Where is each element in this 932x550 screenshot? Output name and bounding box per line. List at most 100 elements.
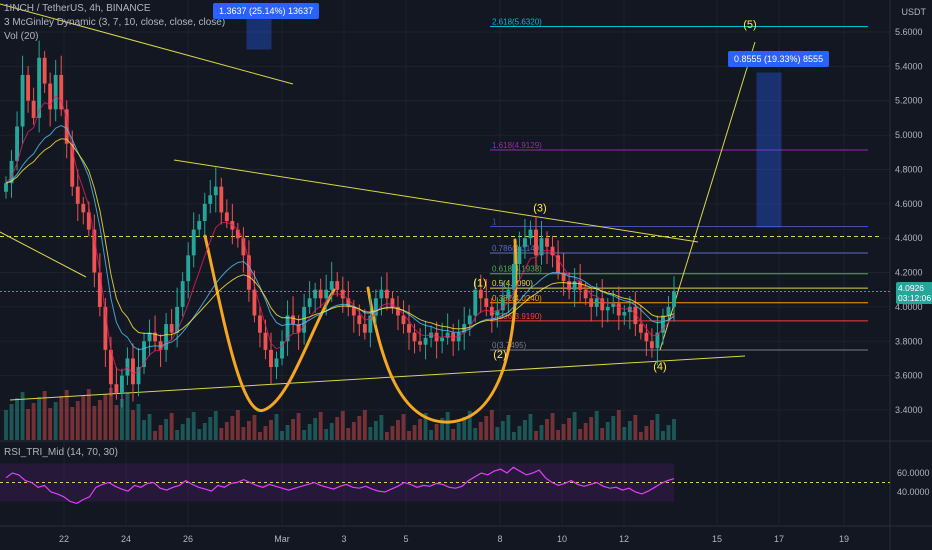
last-price-value: 4.0926 [898, 283, 924, 293]
volume-bar [500, 421, 505, 440]
volume-bar [269, 420, 273, 440]
candle-body [407, 324, 411, 333]
volume-bar [329, 423, 334, 440]
candle-body [567, 281, 572, 290]
candle-body [70, 143, 75, 187]
candle-body [594, 298, 599, 307]
time-tick-label: 24 [121, 534, 131, 544]
volume-bar [440, 418, 445, 440]
volume-bar [489, 410, 494, 440]
fib-label: 0.236(3.9190) [492, 312, 542, 321]
volume-bar [208, 417, 213, 440]
volume-legend[interactable]: Vol (20) [4, 31, 39, 42]
candle-body [661, 315, 665, 333]
volume-bar [86, 389, 91, 440]
volume-bar [572, 412, 577, 440]
wave-label: (4) [653, 361, 666, 373]
volume-bar [114, 405, 119, 440]
volume-bar [213, 411, 218, 440]
volume-bar [92, 406, 97, 440]
volume-bar [164, 419, 169, 440]
price-axis[interactable]: 5.6000 5.4000 5.2000 5.0000 4.8000 4.6000 4.40… [895, 27, 930, 497]
rsi-pane [0, 463, 890, 505]
volume-bar [97, 400, 102, 440]
volume-bar [539, 425, 544, 440]
rsi-legend[interactable]: RSI_TRI_Mid (14, 70, 30) [4, 447, 118, 458]
candle-body [335, 281, 340, 290]
volume-bar [59, 396, 64, 440]
fib-label: 0.382(4.0240) [492, 294, 542, 303]
rsi-tick-label: 40.0000 [897, 487, 930, 497]
last-price-tag: 4.0926 03:12:06 [896, 282, 932, 304]
candle-body [9, 160, 14, 184]
volume-bar [484, 416, 489, 440]
candle-body [418, 341, 422, 345]
fib-label: 0.786(4.3140) [492, 244, 542, 253]
candle-body [313, 289, 318, 299]
candle-body [186, 255, 191, 282]
candle-body [307, 298, 312, 307]
wave-label: (2) [493, 349, 506, 361]
candle-body [147, 332, 152, 342]
candle-body [456, 332, 461, 342]
candle-body [26, 74, 31, 101]
volume-bar [661, 431, 665, 440]
candle-body [523, 238, 527, 247]
candle-body [252, 289, 257, 316]
candle-body [572, 281, 577, 290]
symbol-legend[interactable]: 1INCH / TetherUS, 4h, BINANCE [4, 3, 151, 14]
volume-bar [324, 429, 329, 440]
candle-body [224, 212, 229, 221]
volume-bar [120, 399, 124, 440]
candle-body [108, 349, 113, 385]
measure-box-right[interactable]: 0.8555 (19.33%) 8555 [728, 51, 830, 67]
candle-body [484, 298, 489, 307]
candle-body [622, 312, 627, 316]
candle-body [384, 289, 389, 299]
volume-bar [672, 419, 676, 440]
candle-body [534, 229, 538, 256]
volume-bar [396, 420, 400, 440]
volume-bar [4, 410, 8, 440]
volume-bar [462, 417, 467, 440]
time-tick-label: Mar [274, 534, 290, 544]
volume-bar [351, 422, 356, 440]
volume-bar [578, 429, 583, 440]
time-axis[interactable]: 22 24 26 Mar 3 5 8 10 12 15 17 19 [59, 534, 849, 544]
candle-body [517, 246, 522, 264]
candle-body [48, 83, 53, 110]
left-trendline [0, 231, 87, 278]
candle-body [429, 332, 434, 338]
volume-bar [258, 432, 262, 440]
volume-bar [302, 430, 307, 440]
candle-body [64, 109, 69, 144]
volume-bar [633, 415, 638, 440]
volume-bar [26, 409, 31, 440]
time-tick-label: 19 [839, 534, 849, 544]
mcginley-legend[interactable]: 3 McGinley Dynamic (3, 7, 10, close, clo… [4, 17, 226, 28]
time-tick-label: 3 [341, 534, 346, 544]
candle-body [329, 281, 334, 290]
candle-body [440, 337, 445, 342]
upper-trendline [173, 159, 699, 243]
candle-body [180, 281, 185, 307]
volume-bar [296, 413, 301, 440]
volume-bar [191, 412, 196, 440]
candle-body [605, 306, 610, 311]
volume-bar [31, 403, 36, 440]
volume-bar [230, 416, 235, 440]
candle-body [42, 57, 47, 84]
candle-body [561, 272, 566, 282]
candle-body [368, 315, 373, 333]
measure-box-left[interactable]: 1.3637 (25.14%) 13637 [213, 3, 320, 19]
volume-bar [583, 423, 588, 440]
candle-body [302, 306, 307, 333]
candle-body [59, 74, 64, 110]
candle-body [285, 315, 290, 342]
volume-bar [523, 420, 527, 440]
candle-body [241, 238, 246, 256]
volume-bar [600, 428, 605, 440]
volume-bar [473, 428, 478, 440]
